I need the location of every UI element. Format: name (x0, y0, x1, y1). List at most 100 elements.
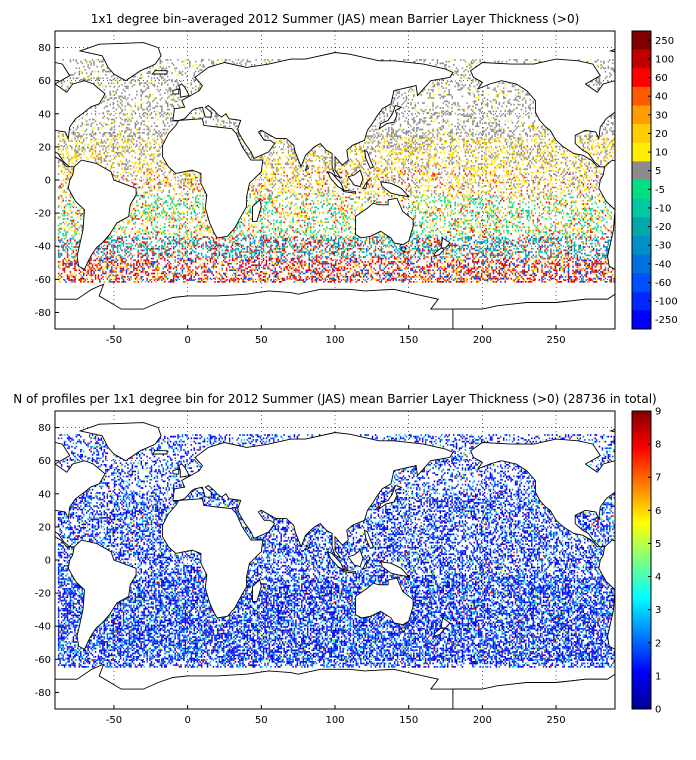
bin-cell (299, 279, 302, 281)
bin-cell (159, 272, 162, 275)
bin-cell (165, 277, 167, 280)
bin-cell (517, 257, 520, 260)
bin-cell (286, 262, 288, 265)
bin-cell (346, 252, 349, 255)
bin-cell (354, 239, 356, 242)
bin-cell (569, 279, 571, 281)
bin-cell (309, 242, 312, 245)
bin-cell (242, 244, 244, 247)
bin-cell (234, 257, 237, 260)
bin-cell (308, 242, 310, 245)
bin-cell (472, 261, 474, 263)
bin-cell (374, 249, 377, 252)
bin-cell (448, 231, 450, 233)
bin-cell (573, 281, 576, 283)
bin-cell (416, 239, 418, 242)
bin-cell (227, 262, 229, 265)
bin-cell (141, 237, 144, 240)
bin-cell (355, 274, 358, 277)
bin-cell (416, 266, 418, 268)
bin-cell (427, 244, 430, 247)
bin-cell (473, 241, 475, 243)
bin-cell (109, 237, 111, 240)
bin-cell (131, 256, 134, 258)
bin-cell (122, 269, 125, 272)
bin-cell (460, 252, 462, 255)
bin-cell (93, 262, 95, 265)
bin-cell (315, 267, 318, 270)
bin-cell (131, 264, 134, 267)
bin-cell (588, 266, 590, 268)
bin-cell (242, 233, 244, 235)
bin-cell (430, 266, 433, 268)
bin-cell (174, 272, 176, 275)
bin-cell (584, 281, 586, 283)
bin-cell (511, 279, 514, 281)
bin-cell (59, 264, 61, 267)
bin-cell (467, 252, 470, 255)
bin-cell (265, 242, 268, 245)
bin-cell (224, 237, 226, 240)
bin-cell (208, 256, 210, 258)
bin-cell (589, 271, 592, 273)
bin-cell (320, 262, 322, 265)
bin-cell (539, 231, 542, 233)
bin-cell (483, 234, 486, 237)
bin-cell (556, 262, 558, 265)
bin-cell (494, 281, 496, 283)
bin-cell (451, 246, 453, 248)
bin-cell (155, 247, 157, 250)
bin-cell (461, 266, 464, 268)
bin-cell (253, 259, 256, 262)
bin-cell (177, 254, 179, 257)
bin-cell (413, 281, 415, 283)
bin-cell (556, 254, 558, 257)
bin-cell (523, 279, 526, 281)
bin-cell (262, 254, 265, 257)
bin-cell (498, 237, 501, 240)
bin-cell (467, 254, 470, 257)
bin-cell (252, 237, 254, 240)
bin-cell (511, 269, 514, 272)
bin-cell (501, 269, 503, 272)
bin-cell (420, 271, 422, 273)
bin-cell (265, 256, 268, 258)
bin-cell (165, 264, 167, 267)
bin-cell (320, 257, 322, 260)
bin-cell (370, 244, 372, 247)
bin-cell (494, 249, 496, 252)
bin-cell (189, 239, 191, 242)
bin-cell (234, 249, 237, 252)
bin-cell (292, 266, 294, 268)
bin-cell (525, 274, 527, 277)
bin-cell (501, 277, 503, 280)
bin-cell (196, 229, 198, 232)
bin-cell (416, 271, 418, 273)
bin-cell (161, 244, 163, 247)
bin-cell (466, 247, 468, 250)
bin-cell (99, 281, 101, 283)
bin-cell (225, 267, 228, 270)
bin-cell (448, 264, 450, 267)
bin-cell (402, 256, 405, 258)
bin-cell (335, 262, 337, 265)
bin-cell (516, 281, 518, 283)
bin-cell (330, 259, 333, 262)
bin-cell (604, 256, 607, 258)
bin-cell (178, 272, 181, 275)
bin-cell (240, 264, 243, 267)
bin-cell (268, 257, 271, 260)
bin-cell (402, 279, 405, 281)
bin-cell (106, 241, 109, 243)
bin-cell (352, 276, 355, 278)
bin-cell (523, 274, 526, 277)
bin-cell (233, 233, 235, 235)
bin-cell (267, 267, 269, 270)
bin-cell (196, 254, 198, 257)
bin-cell (246, 247, 249, 250)
bin-cell (414, 237, 417, 240)
bin-cell (265, 244, 268, 247)
bin-cell (153, 269, 156, 272)
bin-cell (491, 251, 493, 253)
